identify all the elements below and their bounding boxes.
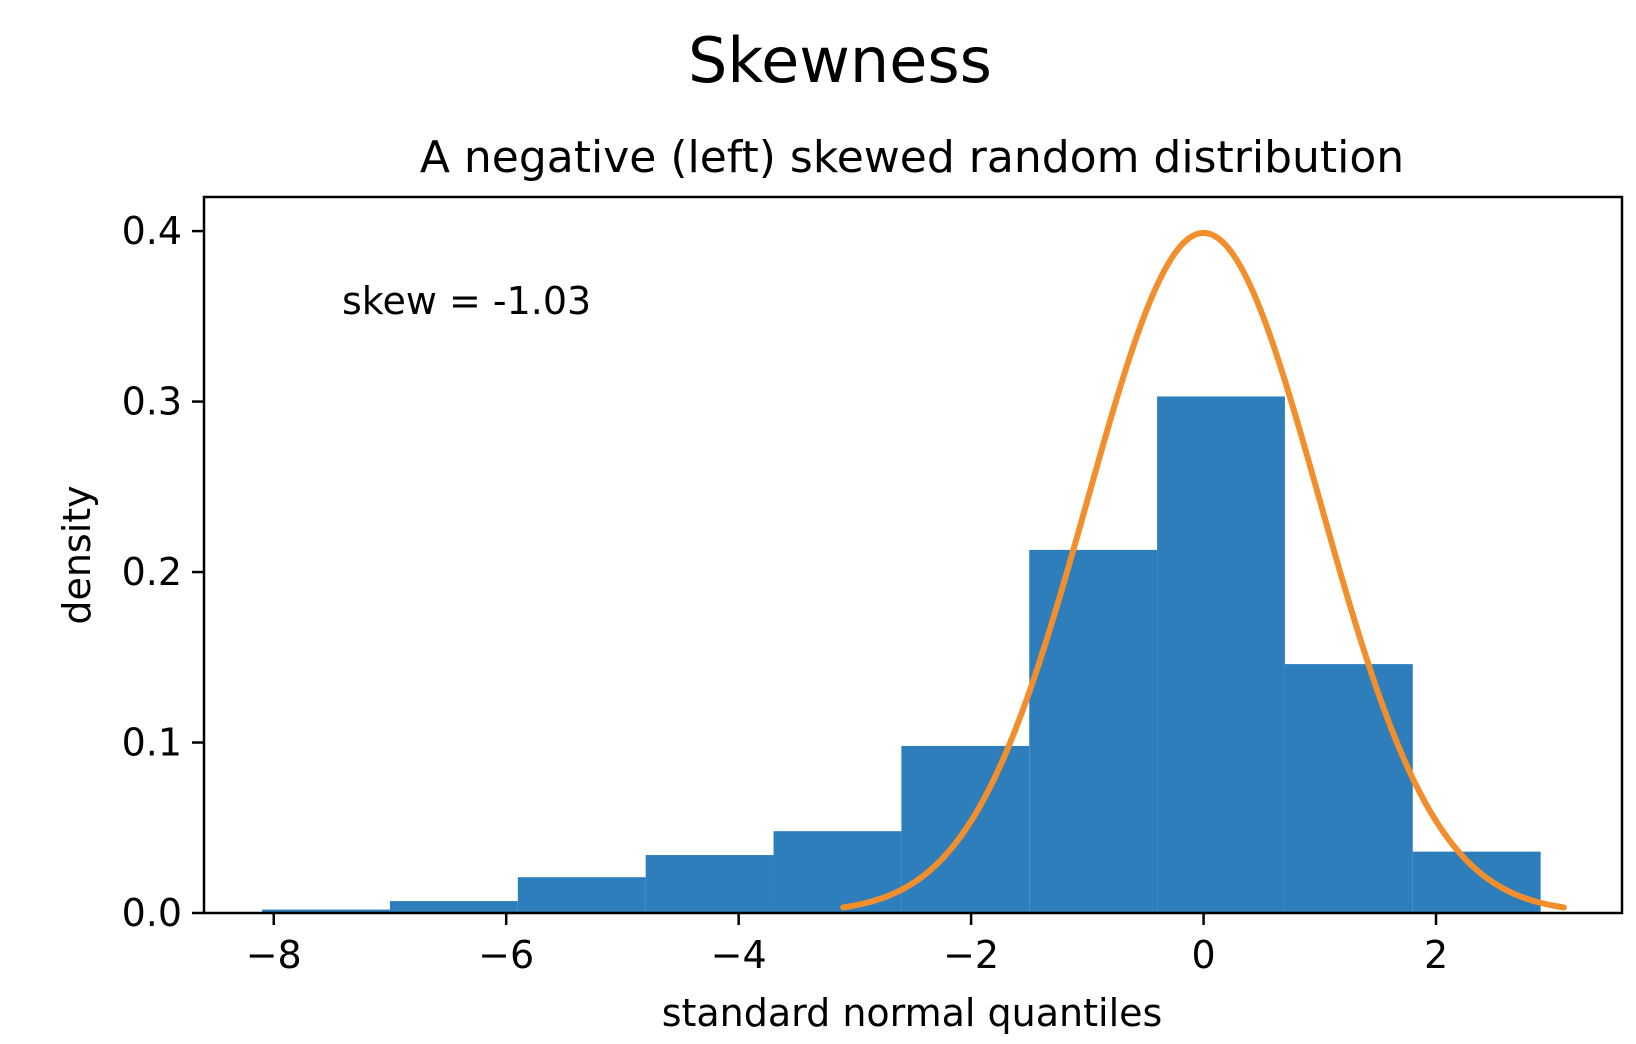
- x-tick-label: −8: [246, 933, 302, 977]
- histogram-bar: [1157, 396, 1285, 913]
- y-tick-label: 0.1: [122, 721, 182, 765]
- histogram-bar: [262, 909, 390, 913]
- y-axis-label: density: [55, 485, 99, 624]
- x-tick-label: −2: [943, 933, 999, 977]
- histogram-bar: [517, 877, 646, 913]
- x-tick-label: −4: [711, 933, 767, 977]
- histogram-bars: [262, 396, 1541, 913]
- chart-title: A negative (left) skewed random distribu…: [420, 132, 1404, 183]
- x-tick-label: −6: [478, 933, 534, 977]
- y-axis-ticks: 0.0 0.1 0.2 0.3 0.4: [122, 209, 204, 935]
- axes-frame: [202, 195, 1624, 915]
- normal-pdf-curve: [840, 229, 1567, 911]
- y-tick-label: 0.4: [122, 209, 182, 253]
- histogram-bar: [1412, 851, 1541, 913]
- x-axis-label: standard normal quantiles: [662, 991, 1163, 1035]
- figure-suptitle: Skewness: [688, 24, 992, 97]
- y-tick-label: 0.3: [122, 380, 182, 424]
- histogram-bar: [1284, 664, 1413, 913]
- y-tick-label: 0.0: [122, 891, 182, 935]
- y-tick-label: 0.2: [122, 550, 182, 594]
- histogram-bar: [645, 855, 774, 913]
- skew-annotation: skew = -1.03: [342, 279, 591, 323]
- histogram-bar: [1029, 549, 1158, 913]
- x-axis-ticks: −8 −6 −4 −2 0 2: [246, 913, 1448, 977]
- x-tick-label: 2: [1424, 933, 1448, 977]
- x-tick-label: 0: [1191, 933, 1215, 977]
- histogram-bar: [389, 901, 518, 913]
